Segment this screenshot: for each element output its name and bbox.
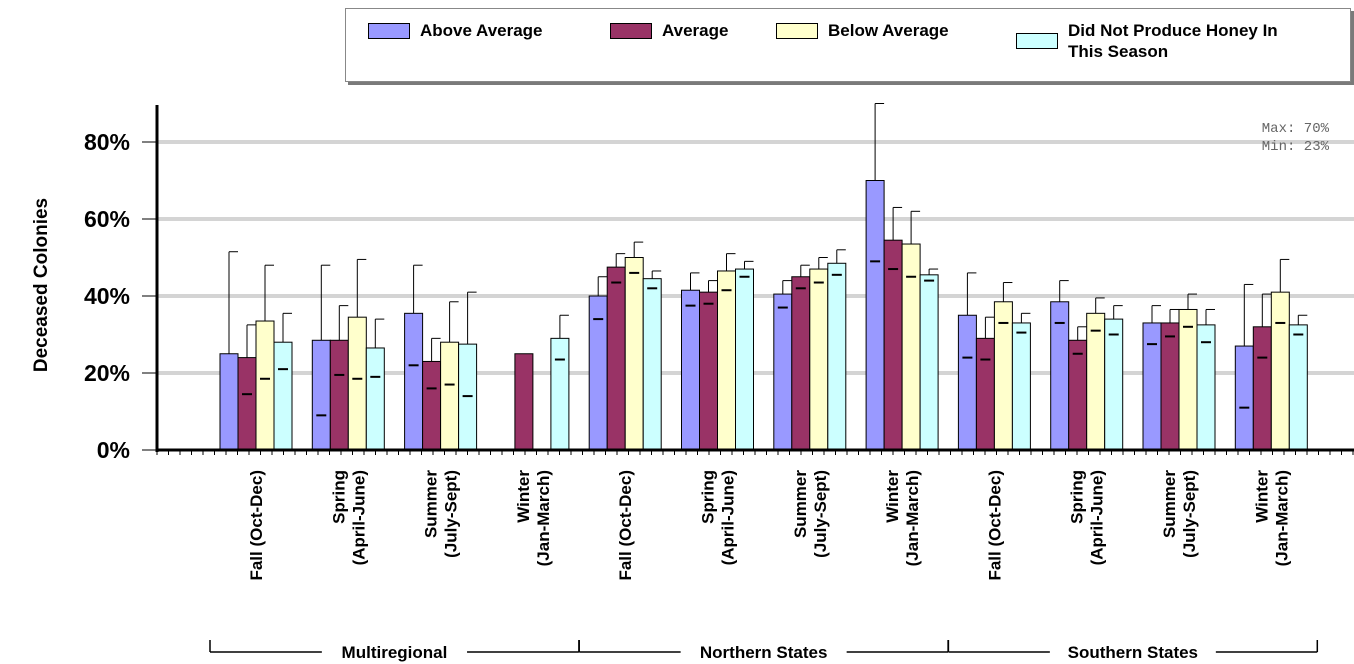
bar-average — [237, 357, 257, 451]
bar-average — [514, 353, 534, 451]
bar-above-average — [1234, 345, 1254, 451]
y-tick-label: 60% — [84, 206, 130, 232]
bar-average — [1160, 322, 1180, 451]
legend-item-below-average: Below Average — [776, 20, 949, 41]
bar-below-average — [440, 341, 460, 451]
max-min-annotation: Max: 70% Min: 23% — [1262, 120, 1329, 156]
group-label-northern-states: Northern States — [700, 643, 828, 662]
x-tick-label: Winter — [1252, 470, 1271, 523]
max-annotation: Max: 70% — [1261, 121, 1329, 137]
bar-above-average — [219, 353, 239, 451]
legend-swatch-below-average — [776, 23, 818, 39]
bar-above-average — [957, 314, 977, 451]
legend-item-average: Average — [610, 20, 728, 41]
x-tick-label: Fall (Oct-Dec) — [985, 470, 1004, 581]
bar-below-average — [1270, 291, 1290, 451]
x-tick-label: (Jan-March) — [534, 470, 553, 566]
bar-average — [422, 360, 442, 451]
bar-did-not-produce-honey-in — [827, 262, 847, 451]
x-tick-label: (April-June) — [349, 470, 368, 565]
legend-swatch-above-average — [368, 23, 410, 39]
x-tick-label: Summer — [422, 470, 441, 538]
legend-item-above-average: Above Average — [368, 20, 543, 41]
x-tick-label: (April-June) — [719, 470, 738, 565]
bar-average — [606, 266, 626, 451]
bar-did-not-produce-honey-in — [550, 337, 570, 451]
group-label-southern-states: Southern States — [1068, 643, 1198, 662]
bar-above-average — [311, 339, 331, 451]
bar-above-average — [1050, 301, 1070, 451]
bar-did-not-produce-honey-in — [1196, 324, 1216, 451]
bar-average — [1252, 326, 1272, 451]
bar-above-average — [1142, 322, 1162, 451]
x-tick-label: Summer — [791, 470, 810, 538]
bar-did-not-produce-honey-in — [365, 347, 385, 451]
bar-did-not-produce-honey-in — [735, 268, 754, 451]
bar-did-not-produce-honey-in — [1104, 318, 1124, 451]
bar-below-average — [1086, 312, 1106, 451]
bar-average — [1068, 339, 1088, 451]
x-tick-label: Summer — [1160, 470, 1179, 538]
legend-swatch-no-honey — [1016, 33, 1058, 49]
bar-above-average — [773, 293, 793, 451]
bar-below-average — [1178, 308, 1198, 451]
y-tick-label: 0% — [97, 437, 130, 463]
x-tick-label: (Jan-March) — [903, 470, 922, 566]
bar-did-not-produce-honey-in — [919, 274, 939, 451]
x-tick-label: (July-Sept) — [811, 470, 830, 558]
x-tick-label: Spring — [329, 470, 348, 524]
legend-label-above-average: Above Average — [420, 21, 543, 40]
legend-swatch-average — [610, 23, 652, 39]
legend-item-no-honey: Did Not Produce Honey In This Season — [1016, 20, 1278, 62]
group-label-multiregional: Multiregional — [342, 643, 448, 662]
legend-label-no-honey: Did Not Produce Honey In This Season — [1068, 21, 1278, 61]
bar-above-average — [681, 289, 700, 451]
bar-average — [975, 337, 995, 451]
bar-above-average — [865, 180, 885, 451]
x-tick-label: (April-June) — [1088, 470, 1107, 565]
legend: Above Average Average Below Average Did … — [345, 8, 1351, 82]
bar-did-not-produce-honey-in — [1011, 322, 1031, 451]
bar-below-average — [809, 268, 829, 451]
bar-above-average — [404, 312, 424, 451]
bar-below-average — [347, 316, 367, 451]
y-axis-label: Deceased Colonies — [31, 198, 52, 372]
bar-below-average — [624, 257, 644, 451]
bar-did-not-produce-honey-in — [642, 278, 662, 451]
x-tick-label: Spring — [1068, 470, 1087, 524]
bar-did-not-produce-honey-in — [273, 341, 293, 451]
x-tick-label: Fall (Oct-Dec) — [247, 470, 266, 581]
x-tick-label: Fall (Oct-Dec) — [616, 470, 635, 581]
x-tick-label: (July-Sept) — [442, 470, 461, 558]
legend-label-below-average: Below Average — [828, 21, 949, 40]
y-tick-label: 80% — [84, 129, 130, 155]
y-tick-label: 20% — [84, 360, 130, 386]
bar-average — [329, 339, 349, 451]
bar-below-average — [255, 320, 275, 451]
bar-below-average — [717, 270, 736, 451]
bar-below-average — [901, 243, 921, 451]
legend-label-average: Average — [662, 21, 729, 40]
x-tick-label: (Jan-March) — [1272, 470, 1291, 566]
x-tick-label: Winter — [883, 470, 902, 523]
x-tick-label: Spring — [699, 470, 718, 524]
bar-average — [791, 276, 811, 451]
bar-average — [883, 239, 903, 451]
min-annotation: Min: 23% — [1261, 139, 1329, 155]
y-tick-label: 40% — [84, 283, 130, 309]
bar-did-not-produce-honey-in — [1288, 324, 1308, 451]
x-tick-label: (July-Sept) — [1180, 470, 1199, 558]
bar-below-average — [993, 301, 1013, 451]
x-tick-label: Winter — [514, 470, 533, 523]
bar-average — [699, 291, 718, 451]
